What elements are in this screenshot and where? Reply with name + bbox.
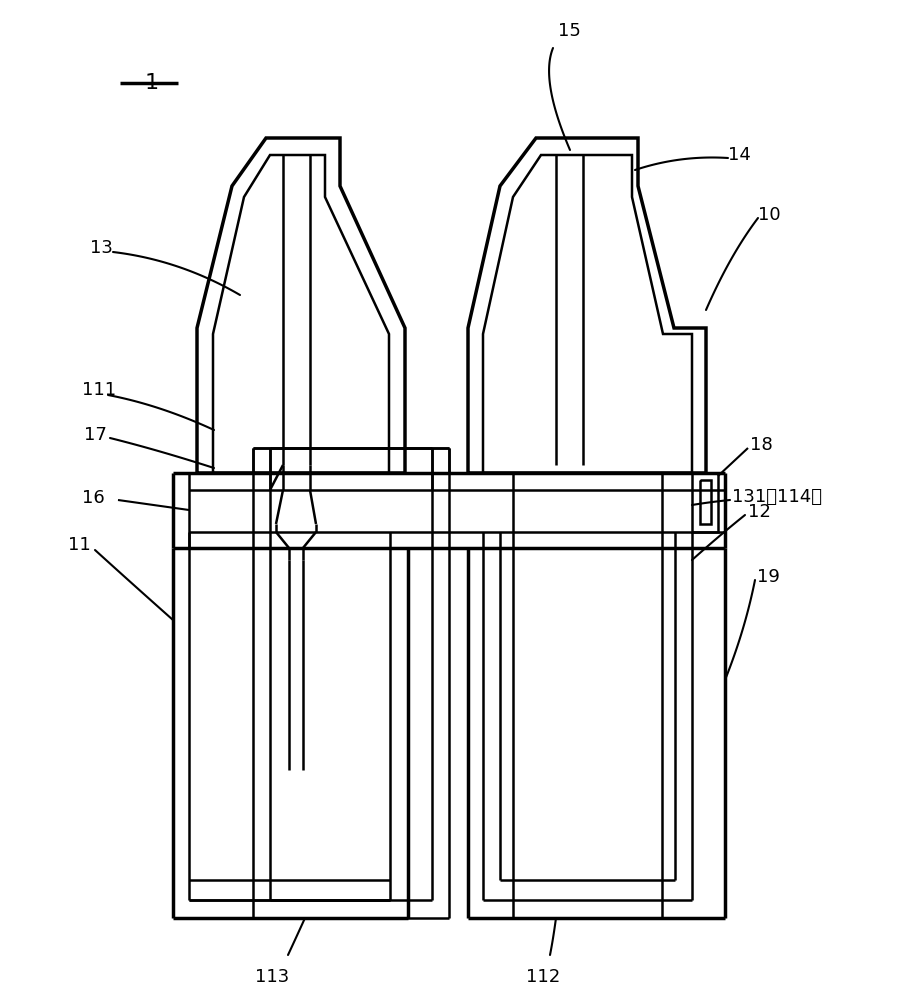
- Text: 1: 1: [145, 73, 159, 93]
- Text: 12: 12: [748, 503, 771, 521]
- Text: 10: 10: [758, 206, 781, 224]
- Text: 15: 15: [558, 22, 581, 40]
- Text: 13: 13: [90, 239, 113, 257]
- Text: 113: 113: [255, 968, 289, 986]
- Text: 17: 17: [84, 426, 107, 444]
- Text: 18: 18: [750, 436, 773, 454]
- Text: 131（114）: 131（114）: [732, 488, 822, 506]
- Text: 112: 112: [526, 968, 560, 986]
- Text: 16: 16: [82, 489, 105, 507]
- Text: 14: 14: [728, 146, 751, 164]
- Text: 11: 11: [68, 536, 90, 554]
- Text: 19: 19: [757, 568, 780, 586]
- Text: 111: 111: [82, 381, 116, 399]
